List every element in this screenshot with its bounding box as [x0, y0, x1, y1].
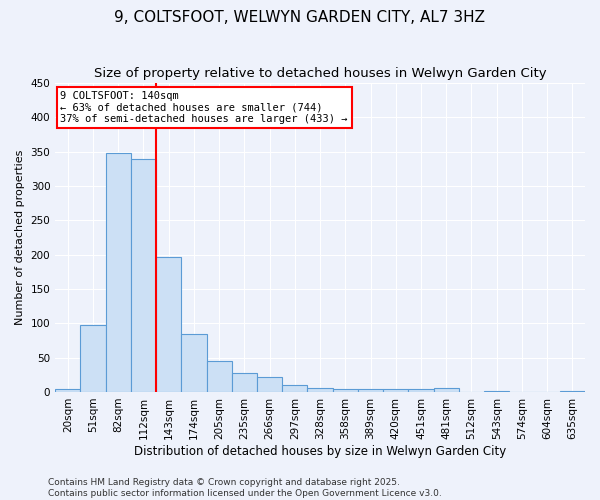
Bar: [332, 389, 358, 392]
Title: Size of property relative to detached houses in Welwyn Garden City: Size of property relative to detached ho…: [94, 68, 547, 80]
Bar: [156, 256, 181, 392]
Bar: [232, 374, 257, 392]
Bar: [131, 158, 156, 392]
Bar: [106, 153, 131, 392]
Y-axis label: Number of detached properties: Number of detached properties: [15, 150, 25, 325]
Bar: [181, 334, 206, 392]
Bar: [55, 388, 80, 392]
Text: 9, COLTSFOOT, WELWYN GARDEN CITY, AL7 3HZ: 9, COLTSFOOT, WELWYN GARDEN CITY, AL7 3H…: [115, 10, 485, 25]
Bar: [358, 389, 383, 392]
X-axis label: Distribution of detached houses by size in Welwyn Garden City: Distribution of detached houses by size …: [134, 444, 506, 458]
Bar: [206, 361, 232, 392]
Bar: [560, 390, 585, 392]
Bar: [434, 388, 459, 392]
Bar: [409, 389, 434, 392]
Bar: [80, 324, 106, 392]
Bar: [484, 390, 509, 392]
Bar: [383, 389, 409, 392]
Bar: [257, 377, 282, 392]
Bar: [307, 388, 332, 392]
Bar: [282, 385, 307, 392]
Text: 9 COLTSFOOT: 140sqm
← 63% of detached houses are smaller (744)
37% of semi-detac: 9 COLTSFOOT: 140sqm ← 63% of detached ho…: [61, 91, 348, 124]
Text: Contains HM Land Registry data © Crown copyright and database right 2025.
Contai: Contains HM Land Registry data © Crown c…: [48, 478, 442, 498]
